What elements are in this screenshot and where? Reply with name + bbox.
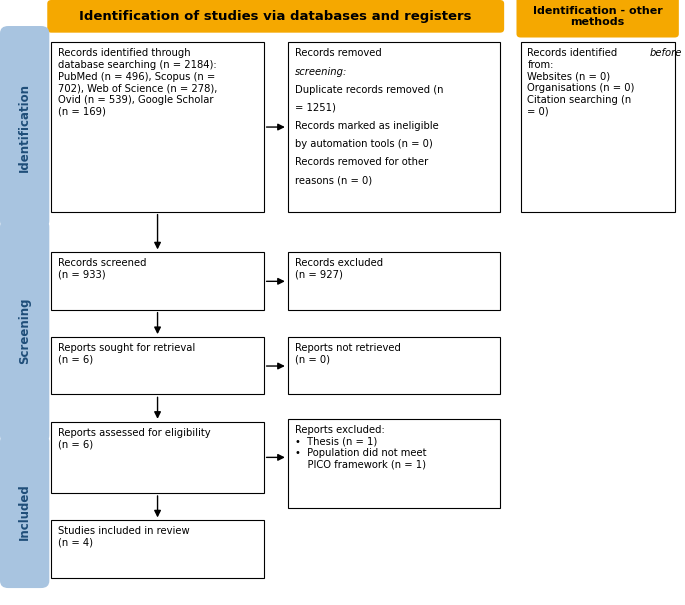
Text: Records identified
from:
Websites (n = 0)
Organisations (n = 0)
Citation searchi: Records identified from: Websites (n = 0… <box>527 48 635 116</box>
FancyBboxPatch shape <box>516 0 679 38</box>
FancyBboxPatch shape <box>51 42 264 212</box>
FancyBboxPatch shape <box>288 42 500 212</box>
Text: Duplicate records removed (n: Duplicate records removed (n <box>295 85 443 95</box>
Text: Records identified through
database searching (n = 2184):
PubMed (n = 496), Scop: Records identified through database sear… <box>58 48 218 116</box>
Text: Reports not retrieved
(n = 0): Reports not retrieved (n = 0) <box>295 343 401 365</box>
FancyBboxPatch shape <box>51 337 264 394</box>
FancyBboxPatch shape <box>51 422 264 493</box>
Text: Records removed: Records removed <box>295 48 384 59</box>
Text: Identification - other
methods: Identification - other methods <box>533 5 662 27</box>
Text: = 1251): = 1251) <box>295 103 336 113</box>
Text: Identification of studies via databases and registers: Identification of studies via databases … <box>79 10 472 23</box>
FancyBboxPatch shape <box>288 337 500 394</box>
Text: screening:: screening: <box>295 67 347 77</box>
Text: Included: Included <box>18 483 31 540</box>
FancyBboxPatch shape <box>0 26 49 228</box>
Text: reasons (n = 0): reasons (n = 0) <box>295 175 372 186</box>
Text: Records screened
(n = 933): Records screened (n = 933) <box>58 258 147 280</box>
Text: Records excluded
(n = 927): Records excluded (n = 927) <box>295 258 383 280</box>
FancyBboxPatch shape <box>0 220 49 443</box>
FancyBboxPatch shape <box>47 0 504 33</box>
Text: Identification: Identification <box>18 82 31 172</box>
Text: Reports sought for retrieval
(n = 6): Reports sought for retrieval (n = 6) <box>58 343 195 365</box>
FancyBboxPatch shape <box>288 419 500 508</box>
Text: Studies included in review
(n = 4): Studies included in review (n = 4) <box>58 526 190 548</box>
Text: Screening: Screening <box>18 298 31 364</box>
Text: by automation tools (n = 0): by automation tools (n = 0) <box>295 139 432 149</box>
FancyBboxPatch shape <box>288 252 500 310</box>
Text: Records marked as ineligible: Records marked as ineligible <box>295 121 438 131</box>
FancyBboxPatch shape <box>0 434 49 588</box>
Text: before: before <box>649 48 682 59</box>
FancyBboxPatch shape <box>521 42 675 212</box>
Text: Reports excluded:
•  Thesis (n = 1)
•  Population did not meet
    PICO framewor: Reports excluded: • Thesis (n = 1) • Pop… <box>295 425 426 469</box>
FancyBboxPatch shape <box>51 252 264 310</box>
FancyBboxPatch shape <box>51 520 264 578</box>
Text: Records removed for other: Records removed for other <box>295 157 428 168</box>
Text: Reports assessed for eligibility
(n = 6): Reports assessed for eligibility (n = 6) <box>58 428 211 450</box>
